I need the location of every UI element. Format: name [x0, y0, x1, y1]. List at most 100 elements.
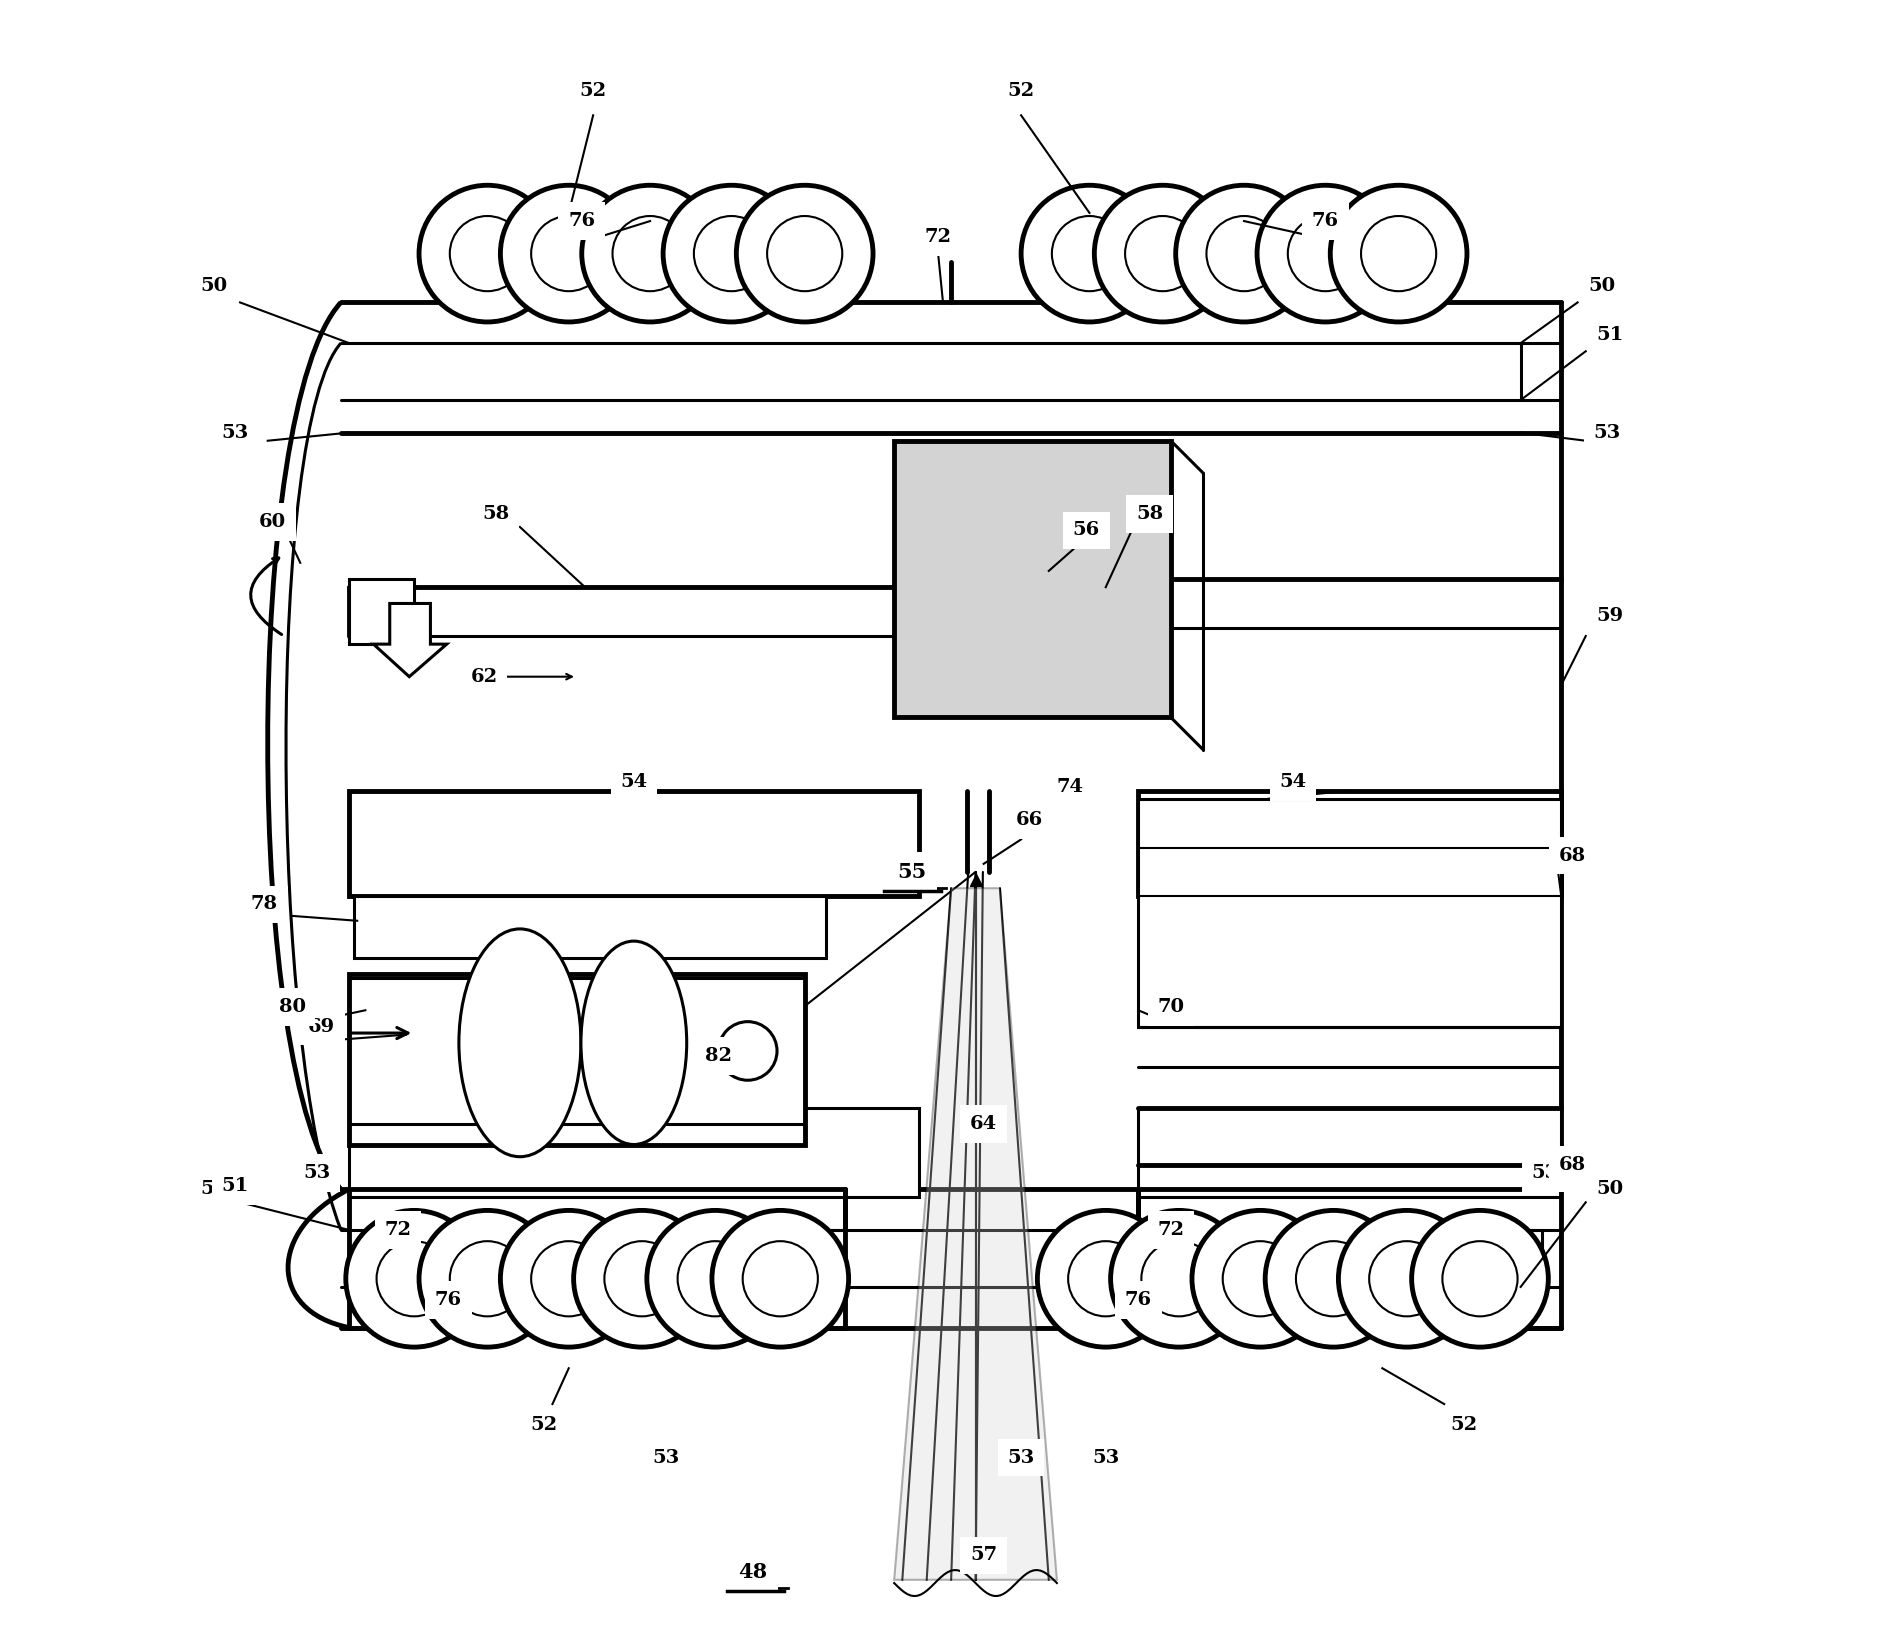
Text: 52: 52	[1007, 82, 1035, 99]
Text: 54: 54	[620, 774, 647, 792]
Circle shape	[1111, 1211, 1247, 1346]
Text: 64: 64	[969, 1115, 998, 1133]
Circle shape	[532, 1240, 605, 1317]
Circle shape	[604, 1240, 679, 1317]
Text: 72: 72	[924, 228, 952, 246]
Bar	[1139, 791, 1562, 896]
Text: 76: 76	[1313, 212, 1339, 230]
Text: 54: 54	[1279, 774, 1307, 792]
Ellipse shape	[458, 929, 581, 1157]
Text: 72: 72	[385, 1221, 411, 1239]
Circle shape	[1052, 217, 1128, 292]
Circle shape	[1126, 217, 1199, 292]
Text: 60: 60	[258, 513, 287, 531]
Text: 69: 69	[307, 1017, 336, 1035]
Circle shape	[1369, 1240, 1445, 1317]
Bar	[349, 791, 918, 896]
Text: 68: 68	[1560, 1156, 1586, 1174]
Text: 52: 52	[579, 82, 607, 99]
Bar	[1139, 799, 1562, 1027]
Text: 51: 51	[221, 1177, 249, 1195]
Text: 53: 53	[304, 1164, 330, 1182]
Circle shape	[500, 186, 637, 323]
Circle shape	[1411, 1211, 1548, 1346]
Text: 74: 74	[1056, 779, 1083, 797]
Circle shape	[1266, 1211, 1401, 1346]
Circle shape	[1339, 1211, 1475, 1346]
Text: 55: 55	[898, 862, 926, 882]
Circle shape	[345, 1211, 483, 1346]
Circle shape	[532, 217, 605, 292]
Text: 70: 70	[1158, 998, 1184, 1015]
Text: 76: 76	[436, 1291, 462, 1309]
Circle shape	[1288, 217, 1364, 292]
Text: 53: 53	[1594, 424, 1620, 442]
Text: 48: 48	[737, 1562, 768, 1581]
Circle shape	[613, 217, 688, 292]
Bar	[349, 975, 805, 1146]
Circle shape	[711, 1211, 849, 1346]
Circle shape	[1222, 1240, 1298, 1317]
Text: 52: 52	[1450, 1416, 1477, 1434]
Circle shape	[677, 1240, 753, 1317]
Circle shape	[377, 1240, 453, 1317]
Bar	[349, 1108, 918, 1198]
Text: 62: 62	[472, 668, 498, 686]
Bar	[355, 897, 826, 958]
Text: 82: 82	[705, 1046, 732, 1064]
Bar	[349, 791, 918, 896]
Circle shape	[449, 217, 524, 292]
Circle shape	[573, 1211, 711, 1346]
Circle shape	[449, 1240, 524, 1317]
Text: 58: 58	[1135, 505, 1164, 523]
Text: 59: 59	[1597, 608, 1624, 626]
Text: 48: 48	[741, 1562, 771, 1581]
Bar	[349, 579, 415, 644]
Ellipse shape	[581, 941, 687, 1144]
Circle shape	[500, 1211, 637, 1346]
Circle shape	[694, 217, 769, 292]
Circle shape	[1094, 186, 1232, 323]
Circle shape	[743, 1240, 819, 1317]
Text: 50: 50	[1588, 277, 1616, 295]
Circle shape	[736, 186, 873, 323]
Text: 50: 50	[1597, 1180, 1624, 1198]
Bar	[1139, 791, 1562, 896]
Text: 53: 53	[221, 424, 249, 442]
Circle shape	[1362, 217, 1437, 292]
Bar	[894, 440, 1171, 717]
Text: 58: 58	[483, 505, 509, 523]
Circle shape	[647, 1211, 783, 1346]
Circle shape	[1020, 186, 1158, 323]
Text: 56: 56	[1073, 522, 1100, 540]
Circle shape	[419, 186, 556, 323]
Circle shape	[768, 217, 843, 292]
Circle shape	[1141, 1240, 1216, 1317]
Text: 53: 53	[1531, 1164, 1558, 1182]
Circle shape	[1207, 217, 1282, 292]
Circle shape	[419, 1211, 556, 1346]
Circle shape	[1067, 1240, 1143, 1317]
Text: 80: 80	[279, 998, 306, 1015]
Circle shape	[1330, 186, 1467, 323]
Circle shape	[664, 186, 800, 323]
Text: 78: 78	[251, 895, 277, 913]
Text: 53: 53	[1007, 1449, 1035, 1467]
Bar	[1139, 1108, 1562, 1198]
Text: 68: 68	[1560, 846, 1586, 864]
Text: 53: 53	[1092, 1449, 1120, 1467]
Polygon shape	[894, 888, 1056, 1579]
Circle shape	[1037, 1211, 1175, 1346]
Circle shape	[1443, 1240, 1518, 1317]
Circle shape	[1296, 1240, 1371, 1317]
Text: 53: 53	[653, 1449, 681, 1467]
Text: 66: 66	[1017, 810, 1043, 830]
Circle shape	[719, 1022, 777, 1081]
Text: 76: 76	[1124, 1291, 1152, 1309]
Circle shape	[581, 186, 719, 323]
Text: 57: 57	[969, 1547, 998, 1565]
Text: 52: 52	[530, 1416, 558, 1434]
Circle shape	[1258, 186, 1394, 323]
Circle shape	[1192, 1211, 1328, 1346]
Text: 55: 55	[900, 862, 928, 882]
